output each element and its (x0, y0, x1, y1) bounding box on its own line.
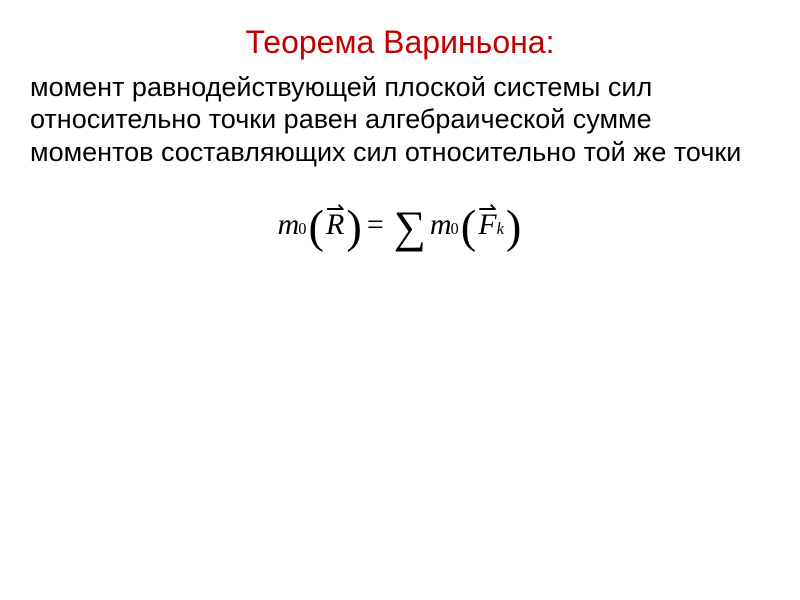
rhs-arg-sub: k (497, 219, 504, 239)
lhs-func: m (278, 208, 300, 242)
formula: m0(⇀R)=∑m0(⇀Fk) (278, 208, 523, 242)
vector-arrow-icon: ⇀ (478, 196, 497, 222)
rhs-func-sub: 0 (451, 219, 459, 239)
theorem-statement: момент равнодействующей плоской системы … (30, 71, 770, 168)
lhs-func-sub: 0 (298, 219, 306, 239)
lhs-arg-vector: ⇀R (325, 208, 345, 242)
vector-arrow-icon: ⇀ (326, 196, 345, 222)
rhs-func: m (430, 208, 452, 242)
slide: Теорема Вариньона: момент равнодействующ… (0, 0, 800, 600)
equals-sign: = (367, 208, 384, 242)
slide-title: Теорема Вариньона: (30, 24, 770, 61)
rhs-arg-vector: ⇀F (477, 208, 497, 242)
formula-container: m0(⇀R)=∑m0(⇀Fk) (30, 208, 770, 242)
